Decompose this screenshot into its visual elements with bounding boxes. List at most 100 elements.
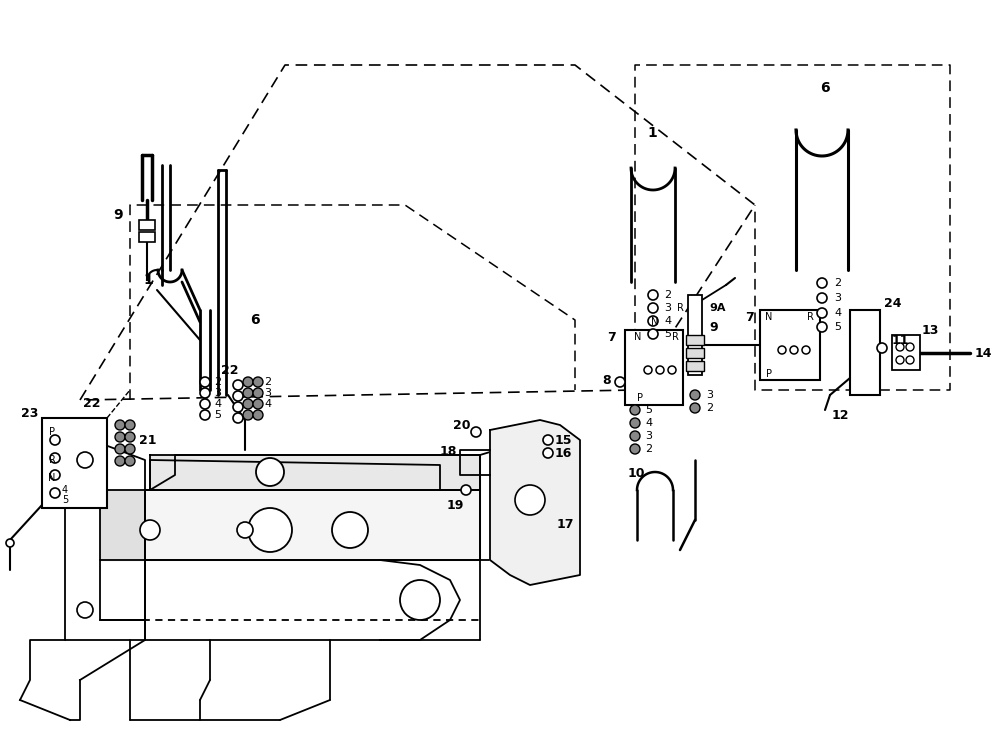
Bar xyxy=(625,330,683,405)
Text: 9A: 9A xyxy=(710,303,726,313)
Circle shape xyxy=(77,452,93,468)
Text: 7: 7 xyxy=(745,310,753,324)
Circle shape xyxy=(690,390,700,400)
Polygon shape xyxy=(145,490,480,560)
Text: P: P xyxy=(49,427,55,437)
Text: 2: 2 xyxy=(645,444,653,454)
Text: 24: 24 xyxy=(884,297,902,310)
Text: 4: 4 xyxy=(214,399,222,409)
Text: 1: 1 xyxy=(143,273,153,287)
Circle shape xyxy=(471,427,481,437)
Circle shape xyxy=(332,512,368,548)
Circle shape xyxy=(817,308,827,318)
Text: 2: 2 xyxy=(214,377,222,387)
Circle shape xyxy=(253,377,263,387)
Text: 17: 17 xyxy=(556,519,574,531)
Circle shape xyxy=(461,485,471,495)
Text: 4: 4 xyxy=(834,308,842,318)
Text: 5: 5 xyxy=(646,405,652,415)
Text: 9: 9 xyxy=(113,208,123,222)
Circle shape xyxy=(233,380,243,390)
Text: N: N xyxy=(651,317,659,327)
Circle shape xyxy=(790,346,798,354)
Bar xyxy=(42,418,107,508)
Bar xyxy=(145,490,480,560)
Circle shape xyxy=(256,458,284,486)
Circle shape xyxy=(630,444,640,454)
Text: 3: 3 xyxy=(215,388,222,398)
Circle shape xyxy=(656,366,664,374)
Bar xyxy=(760,310,820,380)
Text: 23: 23 xyxy=(21,406,39,420)
Text: 2: 2 xyxy=(664,290,672,300)
Text: 3: 3 xyxy=(265,388,272,398)
Circle shape xyxy=(630,431,640,441)
Text: 7: 7 xyxy=(608,330,616,344)
Circle shape xyxy=(243,410,253,420)
Polygon shape xyxy=(150,455,480,490)
Circle shape xyxy=(125,432,135,442)
Circle shape xyxy=(50,453,60,463)
Circle shape xyxy=(400,580,440,620)
Circle shape xyxy=(140,520,160,540)
Circle shape xyxy=(644,366,652,374)
Circle shape xyxy=(50,435,60,445)
Circle shape xyxy=(50,470,60,480)
Circle shape xyxy=(248,508,292,552)
Text: 4: 4 xyxy=(664,316,672,326)
Circle shape xyxy=(802,346,810,354)
Text: 5: 5 xyxy=(215,410,222,420)
Circle shape xyxy=(233,391,243,401)
Polygon shape xyxy=(100,490,145,560)
Text: 5: 5 xyxy=(62,495,68,505)
Bar xyxy=(686,348,704,358)
Circle shape xyxy=(817,322,827,332)
Circle shape xyxy=(233,413,243,423)
Text: 3: 3 xyxy=(646,431,652,441)
Circle shape xyxy=(906,343,914,351)
Text: N: N xyxy=(634,332,642,342)
Circle shape xyxy=(253,399,263,409)
Text: 5: 5 xyxy=(834,322,842,332)
Circle shape xyxy=(648,290,658,300)
Text: R: R xyxy=(807,312,813,322)
Text: 22: 22 xyxy=(83,397,101,409)
Circle shape xyxy=(648,329,658,339)
Bar xyxy=(850,310,880,395)
Text: R: R xyxy=(672,332,678,342)
Circle shape xyxy=(125,420,135,430)
Circle shape xyxy=(515,485,545,515)
Text: 11: 11 xyxy=(891,333,909,347)
Circle shape xyxy=(253,388,263,398)
Bar xyxy=(139,220,155,230)
Circle shape xyxy=(50,488,60,498)
Text: R: R xyxy=(49,455,55,465)
Circle shape xyxy=(125,456,135,466)
Circle shape xyxy=(233,402,243,412)
Circle shape xyxy=(690,403,700,413)
Bar xyxy=(892,335,920,370)
Bar xyxy=(688,295,702,375)
Text: 1: 1 xyxy=(647,126,657,140)
Circle shape xyxy=(200,399,210,409)
Text: P: P xyxy=(766,369,772,379)
Circle shape xyxy=(668,366,676,374)
Text: 2: 2 xyxy=(706,403,714,413)
Polygon shape xyxy=(490,420,580,585)
Text: 4: 4 xyxy=(645,418,653,428)
Text: 5: 5 xyxy=(664,329,672,339)
Text: 6: 6 xyxy=(250,313,260,327)
Text: 15: 15 xyxy=(554,434,572,446)
Circle shape xyxy=(77,602,93,618)
Circle shape xyxy=(648,316,658,326)
Text: 8: 8 xyxy=(603,373,611,386)
Circle shape xyxy=(115,444,125,454)
Text: 19: 19 xyxy=(446,498,464,512)
Circle shape xyxy=(615,377,625,387)
Circle shape xyxy=(630,405,640,415)
Circle shape xyxy=(125,444,135,454)
Text: 16: 16 xyxy=(554,446,572,460)
Circle shape xyxy=(906,356,914,364)
Text: 3: 3 xyxy=(834,293,842,303)
Text: 3: 3 xyxy=(706,390,714,400)
